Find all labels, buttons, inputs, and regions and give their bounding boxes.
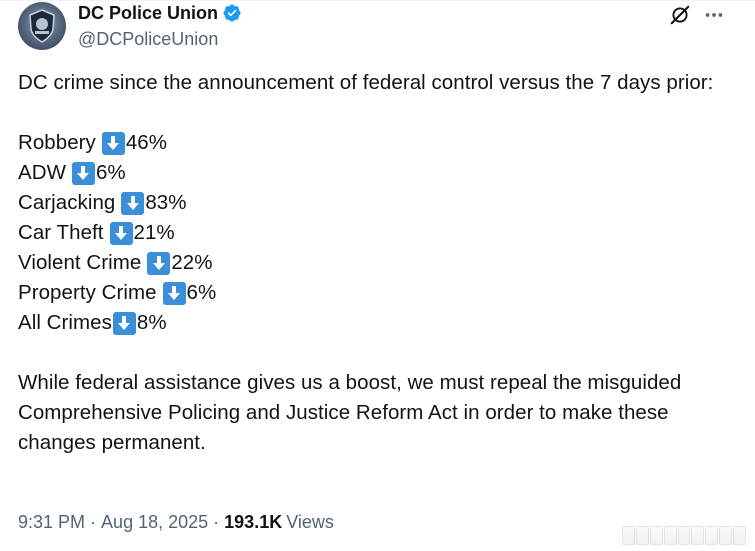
stat-change: 83% [145,191,187,214]
stat-all-crimes: All Crimes 8% [18,308,738,338]
stat-adw: ADW 6% [18,158,738,188]
meta-separator: · [213,512,220,532]
stat-change: 22% [171,251,213,274]
stat-change: 8% [136,311,167,334]
watermark [622,526,747,545]
stat-change: 46% [125,131,168,154]
stat-carjacking: Carjacking 83% [18,188,738,218]
stat-label: Violent Crime [18,251,142,274]
down-arrow-emoji-icon [121,191,145,215]
stat-label: Car Theft [18,221,104,244]
more-options-icon[interactable] [703,4,725,26]
post-date[interactable]: Aug 18, 2025 [101,512,209,532]
down-arrow-emoji-icon [109,221,133,245]
down-arrow-emoji-icon [147,251,171,275]
stat-property-crime: Property Crime 6% [18,278,738,308]
author-block: DC Police Union @DCPoliceUnion [78,2,242,51]
post-intro: DC crime since the announcement of feder… [18,71,714,94]
stat-robbery: Robbery 46% [18,128,738,158]
stat-car-theft: Car Theft 21% [18,218,738,248]
post-text: DC crime since the announcement of feder… [18,68,738,458]
stat-label: Property Crime [18,281,157,304]
police-badge-icon [29,9,55,43]
stat-label: All Crimes [18,311,112,334]
stat-change: 6% [186,281,217,304]
stat-change: 6% [95,161,126,184]
down-arrow-emoji-icon [71,161,95,185]
post-meta: 9:31 PM · Aug 18, 2025 · 193.1K Views [18,510,334,534]
stat-change: 21% [133,221,175,244]
stat-label: Robbery [18,131,96,154]
meta-separator: · [90,512,97,532]
post-time[interactable]: 9:31 PM [18,512,86,532]
views-count[interactable]: 193.1K [224,512,283,532]
down-arrow-emoji-icon [162,281,186,305]
name-row: DC Police Union [78,2,242,24]
stat-violent-crime: Violent Crime 22% [18,248,738,278]
post-closing: While federal assistance gives us a boos… [18,371,682,454]
down-arrow-emoji-icon [101,131,125,155]
stat-label: Carjacking [18,191,116,214]
display-name[interactable]: DC Police Union [78,3,219,23]
crime-stats-list: Robbery 46% ADW 6% Carjacking 83% Car Th… [18,128,738,338]
views-label: Views [286,512,334,532]
stat-label: ADW [18,161,66,184]
verified-badge-icon[interactable] [222,3,242,23]
avatar[interactable] [18,2,66,50]
top-divider [0,0,755,1]
author-handle[interactable]: @DCPoliceUnion [78,29,219,49]
down-arrow-emoji-icon [112,311,136,335]
grok-icon[interactable] [669,4,691,26]
